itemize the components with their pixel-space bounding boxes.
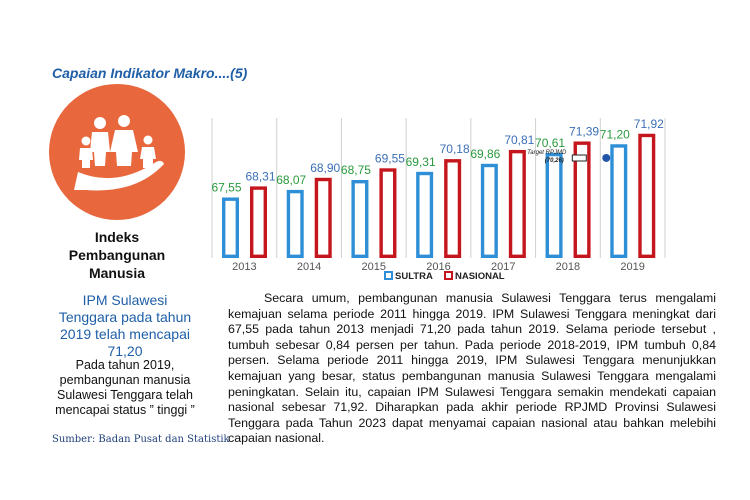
data-label: 70,18	[440, 142, 470, 156]
data-label: 69,86	[470, 147, 500, 161]
bar-inner	[612, 146, 625, 256]
bar-inner	[511, 152, 524, 256]
icon-label: Indeks Pembangunan Manusia	[68, 229, 166, 281]
data-label: 70,81	[504, 133, 534, 147]
highlight-text: IPM Sulawesi Tenggara pada tahun 2019 te…	[58, 292, 192, 359]
x-tick-label: 2019	[620, 261, 644, 273]
bar-inner	[382, 170, 394, 256]
x-tick-label: 2018	[556, 261, 580, 273]
data-label: 71,92	[634, 117, 664, 131]
data-label: 68,90	[310, 161, 340, 175]
legend-label: NASIONAL	[455, 271, 505, 282]
data-label: 68,07	[276, 173, 306, 187]
pointer-hand	[571, 154, 587, 162]
bar-inner	[289, 192, 302, 256]
x-tick-label: 2014	[297, 261, 321, 273]
bar-inner	[252, 188, 265, 256]
legend-swatch	[384, 271, 393, 280]
x-tick-label: 2013	[232, 261, 256, 273]
bar-inner	[640, 136, 653, 256]
bar-inner	[317, 180, 330, 256]
target-marker	[602, 153, 611, 162]
bar-inner	[576, 144, 588, 256]
ipm-icon	[49, 84, 185, 220]
x-tick-label: 2016	[426, 261, 450, 273]
source-text: Sumber: Badan Pusat dan Statistik	[52, 434, 230, 445]
x-tick-label: 2017	[491, 261, 515, 273]
target-value-label: (70,26)	[545, 158, 564, 164]
slide-title: Capaian Indikator Makro....(5)	[52, 65, 248, 81]
data-label: 69,31	[406, 155, 436, 169]
data-label: 71,39	[569, 124, 599, 138]
data-label: 69,55	[375, 151, 405, 165]
body-paragraph: Secara umum, pembangunan manusia Sulawes…	[228, 291, 716, 446]
legend-swatch	[444, 271, 453, 280]
bar-inner	[446, 161, 459, 256]
note-text: Pada tahun 2019, pembangunan manusia Sul…	[55, 358, 195, 417]
bar-inner	[224, 200, 237, 256]
data-label: 67,55	[211, 180, 241, 194]
data-label: 70,61	[535, 136, 565, 150]
data-label: 68,31	[245, 169, 275, 183]
x-tick-label: 2015	[362, 261, 386, 273]
target-label: Target RPJMD	[527, 150, 567, 156]
bar-inner	[418, 174, 431, 256]
data-label: 71,20	[600, 127, 630, 141]
bar-inner	[483, 166, 496, 256]
legend-label: SULTRA	[395, 271, 433, 282]
data-label: 68,75	[341, 163, 371, 177]
bar-inner	[548, 155, 560, 256]
bar-inner	[354, 182, 366, 256]
